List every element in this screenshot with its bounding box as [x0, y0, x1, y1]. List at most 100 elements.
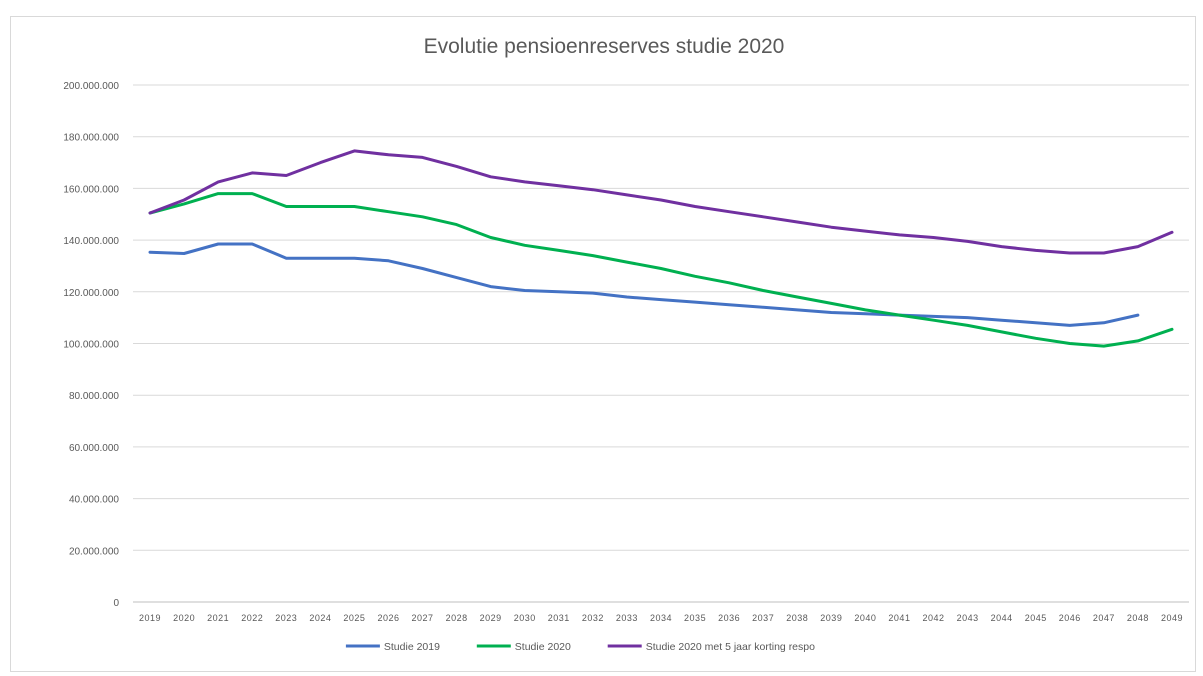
x-tick-label: 2041: [888, 613, 910, 623]
data-point: [932, 319, 935, 322]
x-tick-label: 2038: [786, 613, 808, 623]
data-point: [455, 276, 458, 279]
x-tick-label: 2027: [412, 613, 434, 623]
legend-label: Studie 2020 met 5 jaar korting respo: [646, 641, 815, 653]
data-point: [694, 275, 697, 278]
data-point: [660, 267, 663, 270]
data-point: [1136, 314, 1139, 317]
data-point: [830, 311, 833, 314]
data-point: [489, 236, 492, 239]
data-point: [421, 267, 424, 270]
x-tick-label: 2035: [684, 613, 706, 623]
data-point: [183, 199, 186, 202]
data-point: [1034, 337, 1037, 340]
x-tick-label: 2025: [343, 613, 365, 623]
x-tick-label: 2040: [854, 613, 876, 623]
data-point: [830, 226, 833, 229]
data-point: [966, 324, 969, 327]
y-tick-label: 160.000.000: [63, 184, 119, 195]
data-point: [489, 175, 492, 178]
data-point: [728, 303, 731, 306]
data-point: [694, 301, 697, 304]
y-tick-label: 40.000.000: [69, 495, 119, 506]
gridlines: [133, 84, 1189, 551]
y-tick-label: 140.000.000: [63, 236, 119, 247]
data-point: [1000, 319, 1003, 322]
x-tick-label: 2023: [275, 613, 297, 623]
series-1: [148, 242, 1140, 327]
data-point: [285, 257, 288, 260]
data-point: [1102, 345, 1105, 348]
y-tick-label: 100.000.000: [63, 340, 119, 351]
legend-item: Studie 2020: [476, 641, 571, 653]
data-point: [966, 316, 969, 319]
x-tick-label: 2019: [139, 613, 161, 623]
data-point: [1068, 342, 1071, 345]
data-point: [1034, 321, 1037, 324]
x-tick-label: 2020: [173, 613, 195, 623]
data-point: [898, 314, 901, 317]
x-tick-label: 2030: [514, 613, 536, 623]
x-tick-label: 2028: [446, 613, 468, 623]
data-point: [1136, 245, 1139, 248]
data-point: [694, 205, 697, 208]
data-point: [319, 205, 322, 208]
legend: Studie 2019 Studie 2020 Studie 2020 met 5 …: [345, 641, 815, 653]
data-point: [1102, 252, 1105, 255]
x-tick-label: 2026: [377, 613, 399, 623]
data-point: [591, 254, 594, 257]
data-point: [183, 202, 186, 205]
data-point: [625, 193, 628, 196]
y-tick-label: 20.000.000: [69, 546, 119, 557]
data-point: [285, 174, 288, 177]
data-point: [796, 308, 799, 311]
x-tick-label: 2042: [923, 613, 945, 623]
y-tick-label: 60.000.000: [69, 443, 119, 454]
data-point: [523, 180, 526, 183]
data-point: [523, 289, 526, 292]
data-point: [387, 153, 390, 156]
x-tick-label: 2029: [480, 613, 502, 623]
data-point: [966, 240, 969, 243]
data-point: [387, 259, 390, 262]
data-point: [285, 205, 288, 208]
data-point: [591, 292, 594, 295]
x-tick-label: 2048: [1127, 613, 1149, 623]
data-point: [251, 192, 254, 195]
x-tick-label: 2043: [957, 613, 979, 623]
data-point: [1136, 339, 1139, 342]
x-axis-tick-labels: 2019 2020 2021 2022 2023 2024 2025 2026 2027 2028…: [139, 613, 1182, 623]
data-point: [762, 215, 765, 218]
data-point: [557, 290, 560, 293]
x-tick-label: 2032: [582, 613, 604, 623]
data-point: [1034, 249, 1037, 252]
data-point: [864, 230, 867, 233]
data-point: [319, 257, 322, 260]
x-tick-label: 2033: [616, 613, 638, 623]
data-point: [1068, 252, 1071, 255]
data-point: [217, 180, 220, 183]
series-lines: [148, 149, 1174, 348]
data-point: [864, 308, 867, 311]
data-point: [455, 165, 458, 168]
y-tick-label: 120.000.000: [63, 288, 119, 299]
data-point: [387, 210, 390, 213]
series-2: [148, 192, 1174, 348]
data-point: [319, 161, 322, 164]
data-point: [217, 242, 220, 245]
data-point: [353, 205, 356, 208]
legend-label: Studie 2019: [384, 641, 440, 653]
data-point: [830, 302, 833, 305]
data-point: [864, 312, 867, 315]
data-point: [1068, 324, 1071, 327]
x-tick-label: 2024: [309, 613, 331, 623]
chart-container: Evolutie pensioenreserves studie 2020 0 2…: [10, 16, 1196, 672]
data-point: [762, 289, 765, 292]
data-point: [625, 295, 628, 298]
data-point: [523, 244, 526, 247]
x-tick-label: 2021: [207, 613, 229, 623]
data-point: [1170, 328, 1173, 331]
y-tick-label: 0: [113, 598, 119, 609]
data-point: [728, 210, 731, 213]
data-point: [353, 149, 356, 152]
